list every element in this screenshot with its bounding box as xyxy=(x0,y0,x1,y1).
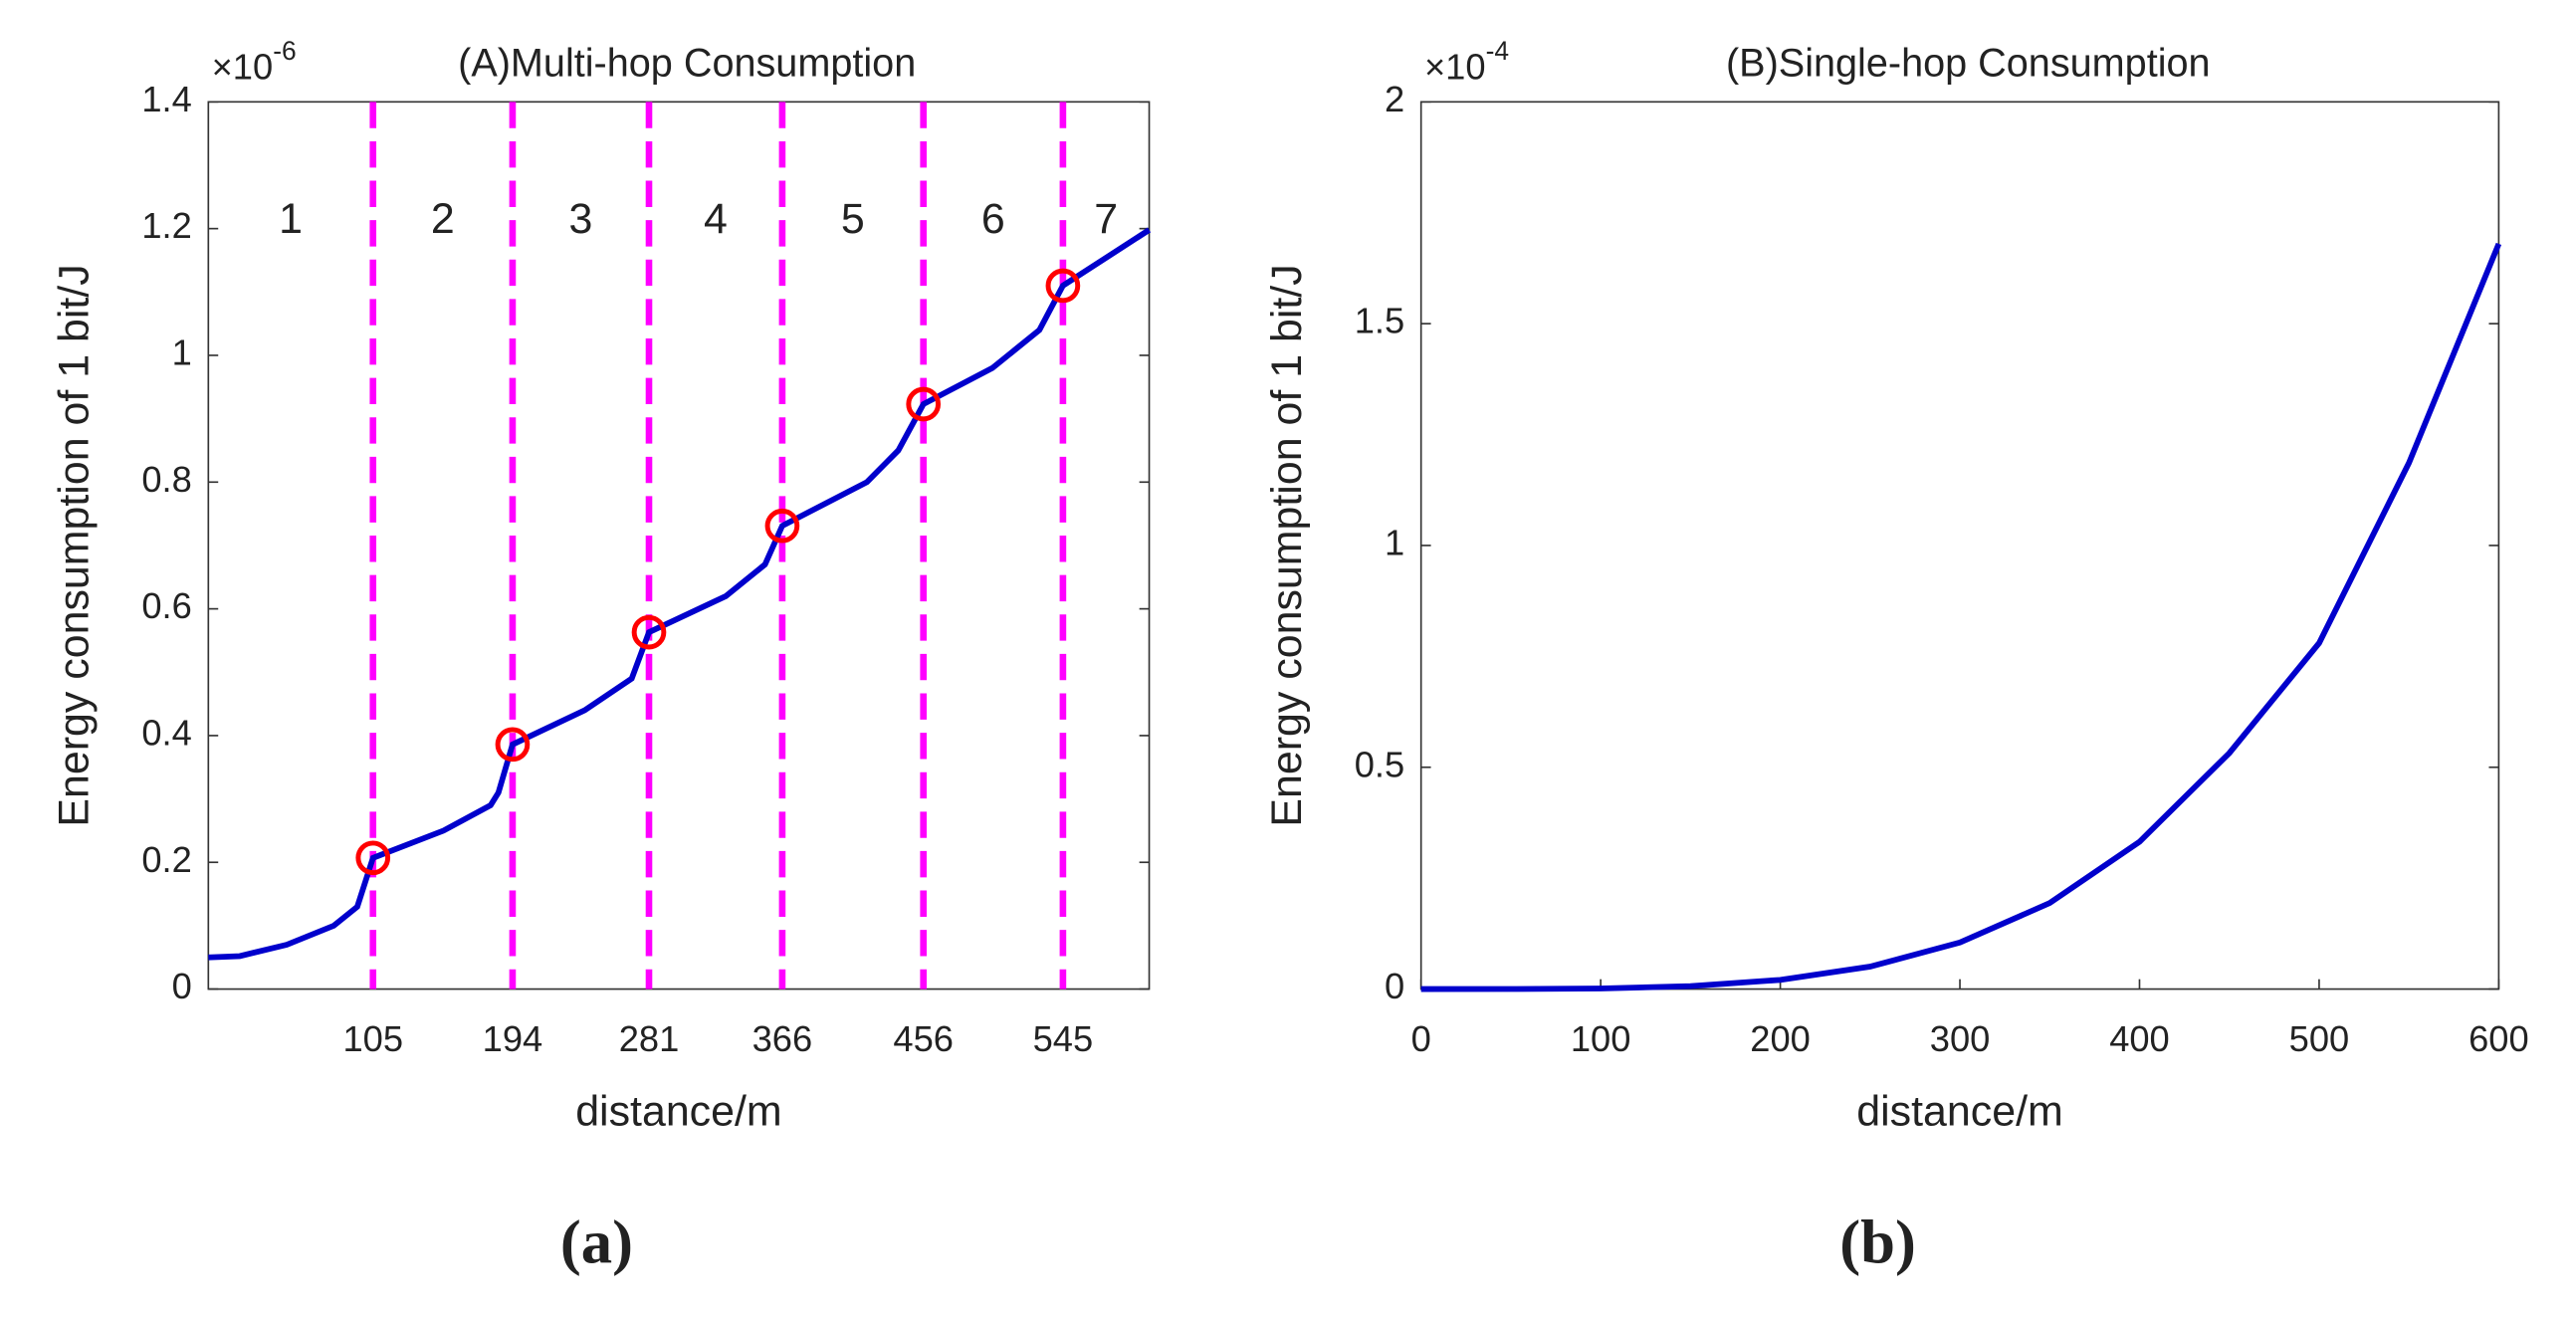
x-tick-label: 456 xyxy=(893,1018,954,1059)
y-tick-label: 0.6 xyxy=(141,585,191,626)
y-tick-label: 1.4 xyxy=(141,79,191,119)
y-multiplier-exponent: -6 xyxy=(273,36,296,66)
y-tick-label: 0.2 xyxy=(141,839,191,880)
x-tick-label: 200 xyxy=(1750,1018,1811,1059)
region-label: 6 xyxy=(981,195,1005,243)
x-tick-label: 194 xyxy=(483,1018,543,1059)
x-tick-label: 400 xyxy=(2109,1018,2170,1059)
x-tick-label: 100 xyxy=(1571,1018,1631,1059)
x-tick-label: 500 xyxy=(2289,1018,2350,1059)
plot-frame xyxy=(207,101,1151,990)
x-tick-label: 105 xyxy=(342,1018,403,1059)
marker xyxy=(1045,268,1081,304)
marker xyxy=(495,727,531,763)
region-label: 7 xyxy=(1094,195,1118,243)
y-multiplier: ×10-4 xyxy=(1424,36,1509,87)
y-tick-label: 0.8 xyxy=(141,459,191,500)
y-tick-label: 1.5 xyxy=(1355,301,1404,341)
region-label: 5 xyxy=(841,195,865,243)
data-line xyxy=(208,227,1152,961)
caption: (a) xyxy=(560,1207,633,1277)
region-label: 2 xyxy=(431,195,455,243)
x-tick-label: 281 xyxy=(619,1018,680,1059)
y-tick-label: 1 xyxy=(1385,523,1404,563)
marker xyxy=(355,840,391,876)
y-multiplier-exponent: -4 xyxy=(1486,36,1509,66)
x-tick-label: 366 xyxy=(752,1018,813,1059)
y-tick-label: 0 xyxy=(172,966,192,1006)
x-tick-label: 300 xyxy=(1930,1018,1991,1059)
x-axis-label: distance/m xyxy=(575,1087,781,1135)
x-tick-label: 0 xyxy=(1411,1018,1431,1059)
y-tick-label: 0.5 xyxy=(1355,744,1404,784)
y-tick-label: 1 xyxy=(172,332,192,373)
y-axis-label: Energy consumption of 1 bit/J xyxy=(1263,264,1311,826)
x-tick-label: 545 xyxy=(1033,1018,1094,1059)
y-tick-label: 0.4 xyxy=(141,713,191,754)
y-tick-label: 1.2 xyxy=(141,205,191,246)
y-multiplier: ×10-6 xyxy=(212,36,297,87)
y-axis-label: Energy consumption of 1 bit/J xyxy=(51,264,99,826)
y-multiplier-base: ×10 xyxy=(1424,46,1486,87)
marker xyxy=(764,508,800,544)
y-tick-label: 0 xyxy=(1385,966,1404,1006)
region-label: 3 xyxy=(569,195,593,243)
plot-frame xyxy=(1419,101,2500,990)
x-tick-label: 600 xyxy=(2469,1018,2529,1059)
data-line xyxy=(1420,242,2502,992)
y-multiplier-base: ×10 xyxy=(212,46,274,87)
region-label: 1 xyxy=(279,195,303,243)
x-axis-label: distance/m xyxy=(1856,1087,2062,1135)
chart-title: (A)Multi-hop Consumption xyxy=(458,41,916,85)
region-label: 4 xyxy=(704,195,728,243)
marker xyxy=(906,386,942,422)
chart-title: (B)Single-hop Consumption xyxy=(1726,41,2211,85)
marker xyxy=(631,614,667,650)
caption: (b) xyxy=(1839,1207,1916,1277)
y-tick-label: 2 xyxy=(1385,79,1404,119)
